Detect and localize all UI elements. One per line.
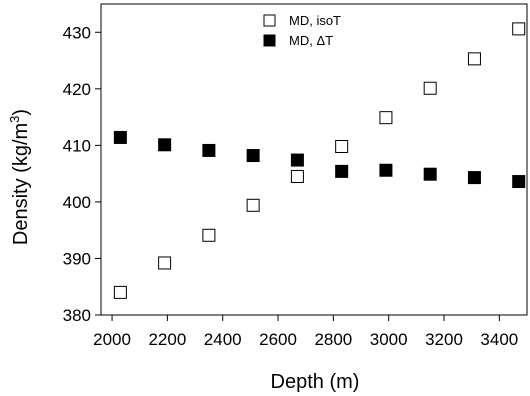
x-tick-label: 2200 (148, 330, 186, 349)
data-points (113, 22, 526, 299)
point-md-isoT (423, 81, 437, 95)
y-axis-title-superscript: 3 (7, 116, 22, 123)
y-tick-label: 420 (63, 80, 91, 99)
y-axis-title-main: Density (kg/m (10, 123, 32, 245)
x-tick-label: 2800 (314, 330, 352, 349)
point-md-deltaT (290, 153, 304, 167)
x-tick-label: 3000 (370, 330, 408, 349)
point-md-isoT (113, 285, 127, 299)
point-md-isoT (246, 198, 260, 212)
y-tick-label: 390 (63, 249, 91, 268)
point-md-isoT (335, 139, 349, 153)
legend-label-deltaT: MD, ΔT (289, 33, 333, 48)
point-md-isoT (512, 22, 526, 36)
x-tick-label: 2400 (204, 330, 242, 349)
y-tick-label: 410 (63, 136, 91, 155)
y-axis-title: Density (kg/m3) (7, 109, 32, 245)
legend-marker-isoT (263, 14, 276, 27)
point-md-deltaT (423, 167, 437, 181)
x-tick-label: 3200 (425, 330, 463, 349)
point-md-deltaT (202, 143, 216, 157)
point-md-deltaT (246, 149, 260, 163)
y-tick-label: 430 (63, 23, 91, 42)
x-axis-ticks: 2000 2200 2400 2600 2800 3000 3200 3400 (93, 315, 518, 349)
y-tick-label: 400 (63, 193, 91, 212)
point-md-isoT (202, 228, 216, 242)
y-tick-label: 380 (63, 306, 91, 325)
point-md-deltaT (335, 164, 349, 178)
x-tick-label: 3400 (480, 330, 518, 349)
x-tick-label: 2000 (93, 330, 131, 349)
point-md-deltaT (467, 171, 481, 185)
point-md-deltaT (113, 130, 127, 144)
point-md-isoT (467, 52, 481, 66)
plot-area (100, 3, 528, 316)
point-md-deltaT (512, 175, 526, 189)
plot-frame (100, 3, 528, 316)
legend: MD, isoT MD, ΔT (263, 13, 341, 48)
point-md-isoT (158, 256, 172, 270)
y-axis-title-end: ) (10, 109, 32, 116)
legend-marker-deltaT (263, 34, 276, 47)
point-md-isoT (379, 111, 393, 125)
point-md-deltaT (158, 138, 172, 152)
legend-label-isoT: MD, isoT (289, 13, 341, 28)
x-tick-label: 2600 (259, 330, 297, 349)
x-axis-title: Depth (m) (271, 371, 360, 393)
y-axis-ticks: 380 390 400 410 420 430 (63, 23, 101, 325)
point-md-deltaT (379, 163, 393, 177)
point-md-isoT (290, 169, 304, 183)
